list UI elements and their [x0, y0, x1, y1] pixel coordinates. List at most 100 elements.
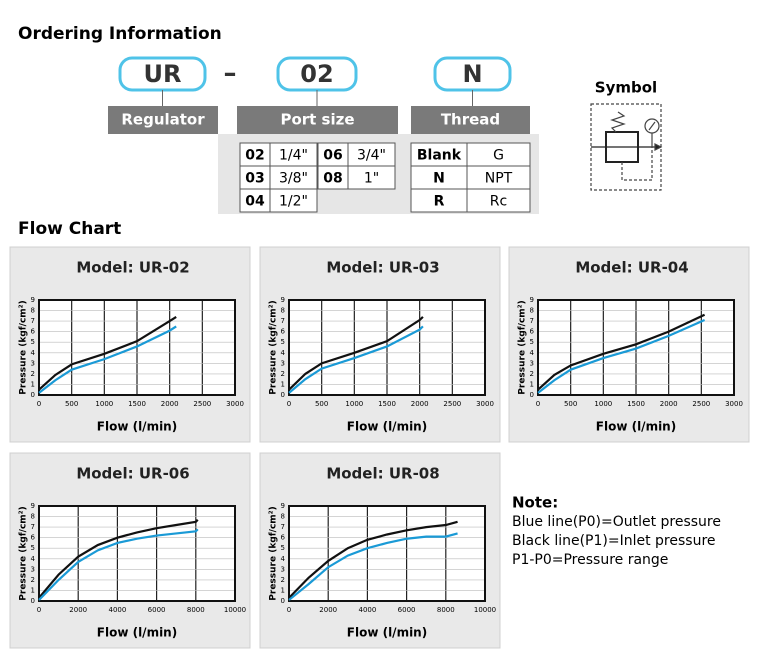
y-tick-label: 6 [281, 534, 286, 542]
y-tick-label: 5 [281, 544, 285, 552]
y-tick-label: 4 [31, 349, 36, 357]
note-line: Black line(P1)=Inlet pressure [512, 533, 716, 549]
y-tick-label: 4 [530, 349, 535, 357]
y-tick-label: 1 [281, 380, 285, 388]
y-axis-label: Pressure (kgf/cm²) [19, 300, 29, 394]
x-tick-label: 2000 [319, 606, 337, 614]
x-tick-label: 1000 [594, 400, 612, 408]
x-axis-label: Flow (l/min) [347, 420, 427, 434]
code: 02 [300, 60, 333, 88]
cell-text: 04 [245, 194, 265, 210]
chart: Model: UR-06 0 2000 4000 6000 8000 10000 0 1 2 3 4 5… [9, 452, 251, 649]
data-line [38, 325, 177, 394]
y-tick-label: 5 [530, 338, 534, 346]
y-tick-label: 1 [281, 586, 285, 594]
y-tick-label: 1 [530, 380, 534, 388]
cell-text: Rc [490, 194, 507, 210]
y-tick-label: 3 [281, 565, 285, 573]
chart-title: Model: UR-03 [326, 259, 439, 277]
label-box [411, 106, 530, 134]
x-tick-label: 8000 [187, 606, 205, 614]
x-tick-label: 0 [37, 606, 41, 614]
code: N [462, 60, 482, 88]
x-tick-label: 6000 [398, 606, 416, 614]
y-tick-label: 9 [281, 502, 285, 510]
chart-title: Model: UR-04 [575, 259, 688, 277]
x-tick-label: 6000 [148, 606, 166, 614]
y-axis-label: Pressure (kgf/cm²) [19, 506, 29, 600]
y-tick-label: 8 [31, 513, 35, 521]
x-tick-label: 10000 [224, 606, 246, 614]
y-axis-label: Pressure (kgf/cm²) [518, 300, 528, 394]
y-tick-label: 8 [281, 513, 285, 521]
section-title: Flow Chart [18, 219, 121, 239]
cell-text: Blank [417, 148, 462, 164]
x-tick-label: 2500 [443, 400, 461, 408]
table-cell [466, 188, 531, 213]
y-tick-label: 2 [281, 370, 285, 378]
code-label: Thread [441, 111, 500, 129]
cell-text: 1/2" [279, 194, 308, 210]
y-tick-label: 4 [31, 555, 36, 563]
cell-text: 06 [323, 148, 342, 164]
plot-frame [38, 505, 236, 602]
x-tick-label: 0 [37, 400, 41, 408]
code: UR [144, 60, 182, 88]
plot-frame [38, 299, 236, 396]
x-tick-label: 2000 [161, 400, 179, 408]
y-tick-label: 9 [530, 296, 534, 304]
note-line: P1-P0=Pressure range [512, 552, 668, 568]
y-tick-label: 4 [281, 349, 286, 357]
y-tick-label: 5 [281, 338, 285, 346]
y-tick-label: 1 [31, 380, 35, 388]
y-tick-label: 9 [281, 296, 285, 304]
cell-text: 1" [364, 171, 379, 187]
label-box [237, 106, 398, 134]
note-line: Blue line(P0)=Outlet pressure [512, 514, 721, 530]
x-tick-label: 2000 [411, 400, 429, 408]
y-tick-label: 4 [281, 555, 286, 563]
y-tick-label: 3 [31, 359, 35, 367]
cell-text: 3/4" [357, 148, 386, 164]
y-tick-label: 5 [31, 338, 35, 346]
data-line [38, 518, 199, 599]
y-tick-label: 0 [281, 391, 285, 399]
x-tick-label: 2000 [69, 606, 87, 614]
data-line [38, 315, 177, 391]
cell-text: 1/4" [279, 148, 308, 164]
y-tick-label: 2 [530, 370, 534, 378]
x-axis-label: Flow (l/min) [596, 420, 676, 434]
x-tick-label: 500 [65, 400, 78, 408]
x-tick-label: 1000 [345, 400, 363, 408]
symbol-title: Symbol [595, 79, 657, 97]
x-tick-label: 2000 [660, 400, 678, 408]
cell-text: 08 [323, 171, 342, 187]
y-tick-label: 5 [31, 544, 35, 552]
x-tick-label: 0 [536, 400, 540, 408]
y-tick-label: 2 [281, 576, 285, 584]
code-label: Regulator [121, 111, 205, 129]
chart: Model: UR-04 0 500 1000 1500 2000 2500 3000 0 1 2 3… [508, 246, 750, 443]
separator: – [224, 59, 237, 89]
y-tick-label: 9 [31, 296, 35, 304]
cell-text: 03 [245, 171, 264, 187]
x-tick-label: 2500 [692, 400, 710, 408]
chart-title: Model: UR-08 [326, 465, 439, 483]
plot-area [39, 506, 235, 601]
label-box [108, 106, 218, 134]
y-tick-label: 7 [281, 317, 285, 325]
data-line [537, 313, 706, 391]
y-tick-label: 3 [281, 359, 285, 367]
cell-text: 3/8" [279, 171, 308, 187]
y-tick-label: 6 [281, 328, 286, 336]
x-tick-label: 500 [315, 400, 328, 408]
chart-title: Model: UR-02 [76, 259, 189, 277]
x-axis-label: Flow (l/min) [97, 420, 177, 434]
x-tick-label: 1500 [627, 400, 645, 408]
x-tick-label: 10000 [474, 606, 496, 614]
y-tick-label: 7 [530, 317, 534, 325]
cell-text: N [433, 171, 445, 187]
x-tick-label: 8000 [437, 606, 455, 614]
